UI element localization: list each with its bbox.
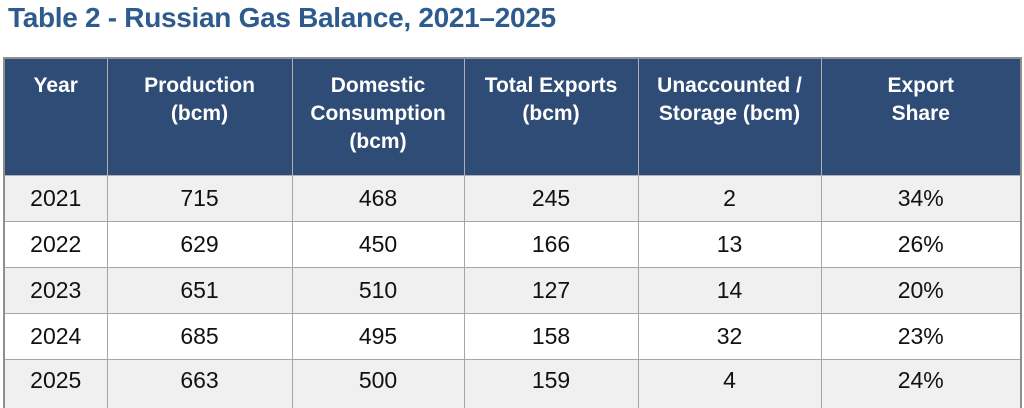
table-cell: 159 [463, 358, 639, 408]
table-cell: 651 [106, 266, 293, 314]
table-cell: 2022 [3, 220, 108, 268]
gas-balance-table-wrap: Year Production (bcm) Domestic Consumption… [3, 57, 1022, 408]
table-cell: 13 [637, 220, 822, 268]
table-cell: 468 [291, 174, 465, 222]
table-row-2021: 2021 715 468 245 2 34% [3, 174, 1022, 222]
table-cell: 2 [637, 174, 822, 222]
table-cell: 510 [291, 266, 465, 314]
table-cell: 2024 [3, 312, 108, 360]
header-row: Year Production (bcm) Domestic Consumption… [3, 57, 1022, 176]
gas-balance-table: Year Production (bcm) Domestic Consumption… [3, 57, 1022, 408]
column-header-5: Export Share [820, 57, 1022, 176]
table-row-2024: 2024 685 495 158 32 23% [3, 312, 1022, 360]
table-cell: 629 [106, 220, 293, 268]
table-body: 2021 715 468 245 2 34% 2022 629 450 166 13 26% 2023 6… [3, 174, 1022, 408]
table-cell: 34% [820, 174, 1022, 222]
table-cell: 26% [820, 220, 1022, 268]
page-title: Table 2 - Russian Gas Balance, 2021–2025 [8, 2, 556, 33]
column-header-4: Unaccounted / Storage (bcm) [637, 57, 822, 176]
table-cell: 500 [291, 358, 465, 408]
table-row-2023: 2023 651 510 127 14 20% [3, 266, 1022, 314]
table-cell: 166 [463, 220, 639, 268]
table-cell: 127 [463, 266, 639, 314]
column-header-0: Year [3, 57, 108, 176]
table-row-2025: 2025 663 500 159 4 24% [3, 358, 1022, 408]
table-cell: 32 [637, 312, 822, 360]
table-cell: 24% [820, 358, 1022, 408]
table-cell: 158 [463, 312, 639, 360]
table-cell: 495 [291, 312, 465, 360]
table-cell: 2021 [3, 174, 108, 222]
table-cell: 4 [637, 358, 822, 408]
table-cell: 715 [106, 174, 293, 222]
table-cell: 2025 [3, 358, 108, 408]
column-header-1: Production (bcm) [106, 57, 293, 176]
table-cell: 23% [820, 312, 1022, 360]
table-cell: 20% [820, 266, 1022, 314]
table-cell: 685 [106, 312, 293, 360]
table-cell: 663 [106, 358, 293, 408]
table-cell: 450 [291, 220, 465, 268]
table-cell: 245 [463, 174, 639, 222]
table-row-2022: 2022 629 450 166 13 26% [3, 220, 1022, 268]
table-cell: 14 [637, 266, 822, 314]
column-header-2: Domestic Consumption (bcm) [291, 57, 465, 176]
column-header-3: Total Exports (bcm) [463, 57, 639, 176]
table-cell: 2023 [3, 266, 108, 314]
